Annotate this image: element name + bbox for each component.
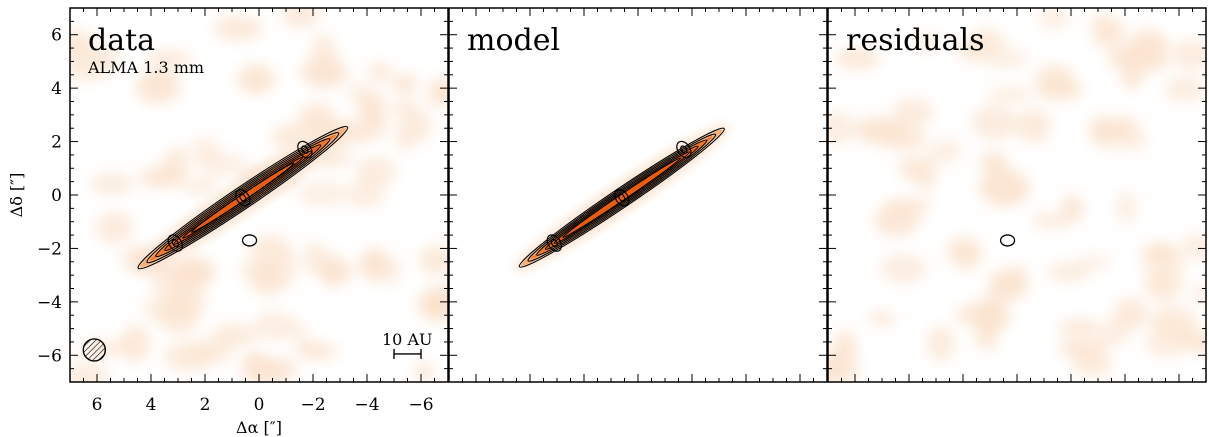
peak-contour (235, 188, 251, 207)
peak-contour-inner (301, 145, 309, 154)
scale-bar (393, 348, 422, 359)
x-tick-label: −4 (354, 395, 379, 415)
x-tick-label: −2 (300, 395, 325, 415)
axis-ticks: 6 4 2 0 −2 −4 −6 −6 −4 −2 0 2 4 6 (37, 26, 434, 415)
contour-level (536, 139, 708, 256)
peak-contour (546, 234, 562, 252)
tick-marks (69, 7, 449, 383)
contour-level (155, 138, 331, 258)
contour-level (164, 144, 322, 252)
peak-contour-inner (550, 238, 558, 248)
noise-field (828, 8, 1206, 382)
isolated-contour (999, 234, 1016, 247)
tick-marks (827, 7, 1207, 383)
peak-contour-inner (171, 238, 179, 248)
contour-level (527, 133, 717, 262)
y-tick-label: 2 (51, 133, 62, 153)
contour-level (562, 157, 682, 239)
isolated-contour (241, 234, 258, 247)
panel-residuals (827, 7, 1207, 383)
contour-level (137, 125, 349, 270)
x-tick-label: 0 (254, 395, 265, 415)
noise-field (70, 8, 448, 382)
peak-contour (676, 140, 692, 159)
panel-model (448, 7, 828, 383)
x-tick-label: 4 (146, 395, 157, 415)
y-tick-label: −2 (37, 239, 62, 259)
peak-contour-inner (618, 193, 626, 202)
peak-contour-inner (680, 145, 688, 154)
contour-level (544, 145, 699, 250)
y-tick-label: −4 (37, 293, 62, 313)
x-axis-label: Δα [″] (236, 418, 282, 437)
panel-title-data: data (88, 23, 155, 58)
x-tick-label: 6 (92, 395, 103, 415)
x-tick-label: 2 (200, 395, 211, 415)
panel-title-model: model (467, 23, 560, 58)
beam-ellipse (82, 338, 107, 362)
y-tick-label: 4 (51, 79, 62, 99)
instrument-label: ALMA 1.3 mm (87, 58, 204, 77)
x-tick-label: −6 (408, 395, 433, 415)
y-axis-label: Δδ [″] (7, 173, 26, 218)
disk-emission (132, 122, 353, 273)
peak-contour (297, 140, 313, 159)
peak-contour-inner (239, 193, 247, 202)
scale-bar-label: 10 AU (382, 330, 432, 349)
peak-contour (167, 234, 183, 252)
y-tick-label: 0 (51, 186, 62, 206)
tick-marks (448, 7, 828, 383)
contour-level (190, 162, 295, 233)
peak-contour (614, 188, 630, 207)
panel-data (69, 7, 449, 383)
panel-title-residuals: residuals (846, 23, 985, 58)
y-tick-label: 6 (51, 26, 62, 46)
y-tick-label: −6 (37, 346, 62, 366)
